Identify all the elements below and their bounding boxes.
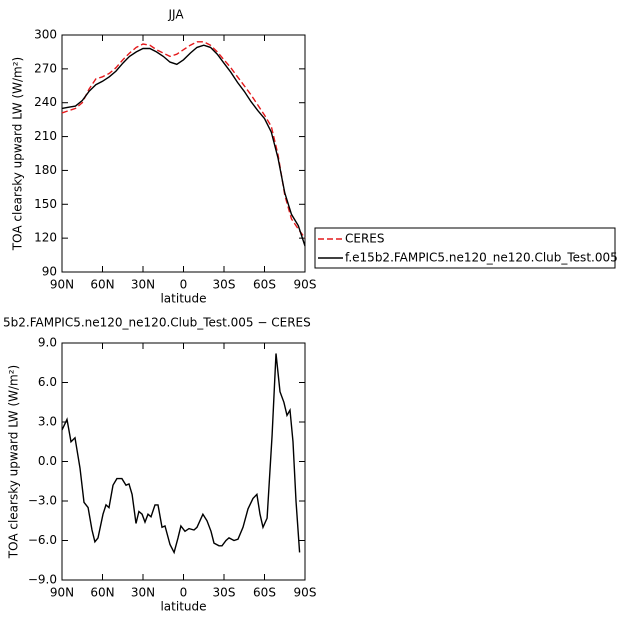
y-tick-label: 90: [42, 265, 57, 279]
legend-label: f.e15b2.FAMPIC5.ne120_ne120.Club_Test.00…: [345, 251, 618, 265]
x-tick-label: 60S: [253, 586, 276, 600]
data-line: [61, 41, 306, 239]
y-tick-label: 270: [34, 61, 57, 75]
x-tick-label: 0: [180, 278, 188, 292]
y-axis-label: TOA clearsky upward LW (W/m²): [7, 365, 21, 559]
chart-title: JJA: [167, 8, 184, 22]
y-tick-label: −6.0: [28, 533, 57, 547]
x-tick-label: 30N: [131, 278, 155, 292]
x-tick-label: 90S: [294, 586, 317, 600]
y-tick-label: 150: [34, 197, 57, 211]
x-tick-label: 60N: [90, 586, 114, 600]
y-tick-label: 120: [34, 231, 57, 245]
plot-frame: [61, 34, 306, 273]
x-axis-label: latitude: [160, 600, 206, 614]
y-tick-label: 9.0: [38, 336, 57, 350]
x-tick-label: 0: [180, 586, 188, 600]
y-tick-label: −9.0: [28, 573, 57, 587]
y-tick-label: 0.0: [38, 454, 57, 468]
y-tick-label: 180: [34, 163, 57, 177]
x-tick-label: 30S: [213, 278, 236, 292]
x-tick-label: 60N: [90, 278, 114, 292]
x-axis-label: latitude: [160, 292, 206, 306]
y-tick-label: 210: [34, 129, 57, 143]
legend-label: CERES: [345, 232, 385, 246]
x-tick-label: 90N: [50, 278, 74, 292]
y-axis-label: TOA clearsky upward LW (W/m²): [11, 57, 25, 251]
x-tick-label: 60S: [253, 278, 276, 292]
x-tick-label: 90N: [50, 586, 74, 600]
y-tick-label: 6.0: [38, 375, 57, 389]
plot-frame: [61, 342, 306, 581]
y-tick-label: 240: [34, 95, 57, 109]
chart-title: 5b2.FAMPIC5.ne120_ne120.Club_Test.005 − …: [3, 316, 311, 330]
data-line: [61, 44, 306, 247]
data-line: [61, 353, 301, 555]
legend-box: [314, 227, 616, 269]
y-tick-label: −3.0: [28, 494, 57, 508]
x-tick-label: 30N: [131, 586, 155, 600]
y-tick-label: 300: [34, 28, 57, 42]
y-tick-label: 3.0: [38, 415, 57, 429]
x-tick-label: 30S: [213, 586, 236, 600]
x-tick-label: 90S: [294, 278, 317, 292]
